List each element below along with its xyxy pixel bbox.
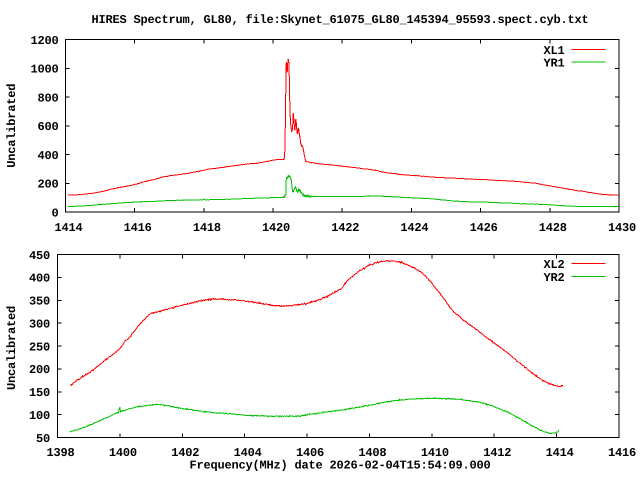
- svg-text:1416: 1416: [124, 221, 152, 235]
- svg-text:1000: 1000: [30, 63, 58, 77]
- svg-text:1426: 1426: [470, 221, 498, 235]
- svg-text:1398: 1398: [46, 446, 74, 460]
- svg-text:350: 350: [29, 295, 50, 309]
- svg-text:XL1: XL1: [543, 44, 564, 58]
- svg-text:200: 200: [37, 178, 58, 192]
- svg-text:250: 250: [29, 340, 50, 354]
- svg-text:1406: 1406: [296, 446, 324, 460]
- svg-text:1424: 1424: [400, 221, 428, 235]
- svg-text:1410: 1410: [421, 446, 449, 460]
- svg-text:1402: 1402: [171, 446, 199, 460]
- svg-text:1420: 1420: [262, 221, 290, 235]
- svg-text:200: 200: [29, 363, 50, 377]
- svg-text:Frequency(MHz) date 2026-02-04: Frequency(MHz) date 2026-02-04T15:54:09.…: [189, 459, 490, 473]
- svg-text:50: 50: [36, 432, 50, 446]
- svg-text:300: 300: [29, 317, 50, 331]
- svg-text:1430: 1430: [608, 221, 636, 235]
- svg-text:400: 400: [29, 272, 50, 286]
- svg-text:1200: 1200: [30, 34, 58, 48]
- svg-text:0: 0: [51, 206, 58, 220]
- svg-text:1414: 1414: [546, 446, 574, 460]
- svg-text:1400: 1400: [109, 446, 137, 460]
- svg-text:XL2: XL2: [543, 258, 564, 272]
- svg-text:600: 600: [37, 120, 58, 134]
- svg-text:400: 400: [37, 149, 58, 163]
- svg-text:1404: 1404: [234, 446, 262, 460]
- svg-text:HIRES Spectrum, GL80, file:Sky: HIRES Spectrum, GL80, file:Skynet_61075_…: [91, 13, 588, 27]
- svg-text:150: 150: [29, 386, 50, 400]
- svg-text:450: 450: [29, 249, 50, 263]
- svg-text:Uncalibrated: Uncalibrated: [5, 306, 19, 390]
- svg-text:800: 800: [37, 91, 58, 105]
- svg-text:1422: 1422: [331, 221, 359, 235]
- svg-text:YR2: YR2: [543, 271, 564, 285]
- svg-text:1416: 1416: [608, 446, 636, 460]
- svg-text:1428: 1428: [539, 221, 567, 235]
- svg-text:100: 100: [29, 409, 50, 423]
- svg-text:YR1: YR1: [543, 56, 564, 70]
- svg-text:Uncalibrated: Uncalibrated: [5, 84, 19, 168]
- svg-text:1414: 1414: [54, 221, 82, 235]
- svg-text:1418: 1418: [193, 221, 221, 235]
- svg-text:1408: 1408: [358, 446, 386, 460]
- svg-text:1412: 1412: [483, 446, 511, 460]
